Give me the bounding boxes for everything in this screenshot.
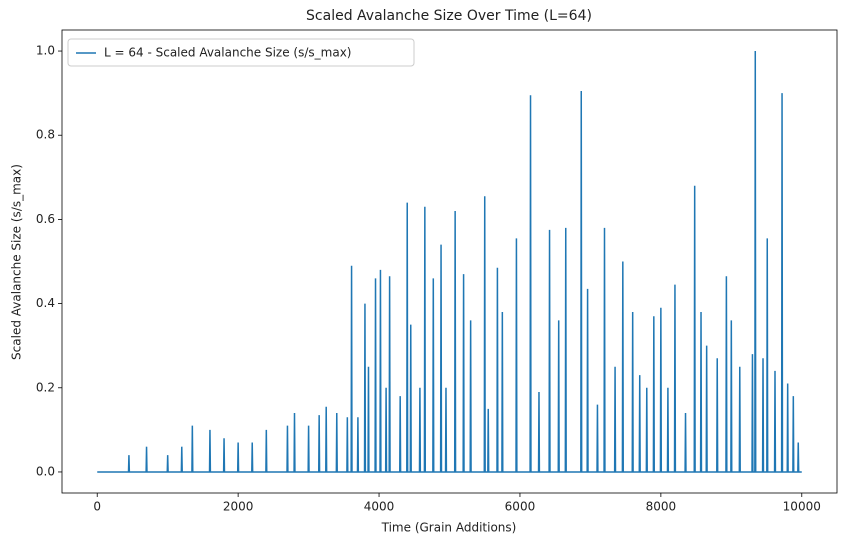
data-line xyxy=(97,51,802,473)
legend-label: L = 64 - Scaled Avalanche Size (s/s_max) xyxy=(104,46,351,60)
y-tick-label: 1.0 xyxy=(36,44,55,58)
y-tick-label: 0.8 xyxy=(36,128,55,142)
y-tick-label: 0.0 xyxy=(36,464,55,478)
y-tick-label: 0.4 xyxy=(36,296,55,310)
x-tick-label: 8000 xyxy=(646,500,677,514)
legend-box xyxy=(67,38,415,67)
x-tick-label: 4000 xyxy=(364,500,395,514)
y-tick-label: 0.2 xyxy=(36,380,55,394)
chart-title: Scaled Avalanche Size Over Time (L=64) xyxy=(306,8,592,24)
x-tick-label: 2000 xyxy=(223,500,254,514)
plot-frame xyxy=(61,29,838,494)
y-axis-label: Scaled Avalanche Size (s/s_max) xyxy=(10,164,24,360)
x-tick-label: 0 xyxy=(93,500,101,514)
y-tick-label: 0.6 xyxy=(36,212,55,226)
x-axis-label: Time (Grain Additions) xyxy=(381,521,517,535)
x-tick-label: 6000 xyxy=(505,500,536,514)
x-tick-label: 10000 xyxy=(783,500,821,514)
